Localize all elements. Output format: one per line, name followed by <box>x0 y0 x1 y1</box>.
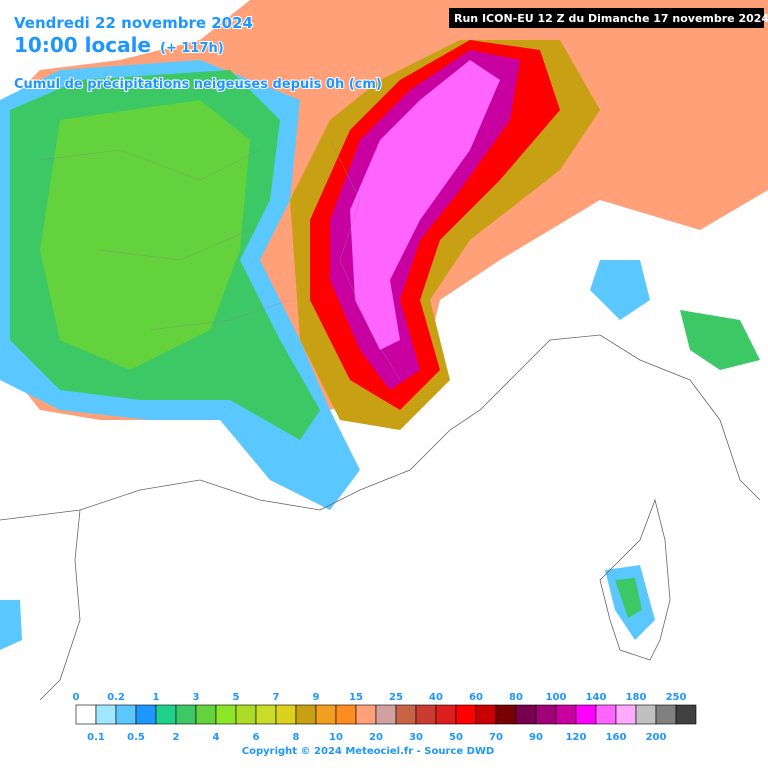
legend-swatch <box>75 704 97 725</box>
legend-label: 15 <box>349 692 363 703</box>
legend-swatch <box>535 704 557 725</box>
legend-label: 2 <box>173 732 180 743</box>
legend-swatch <box>455 704 477 725</box>
legend-label: 40 <box>429 692 443 703</box>
copyright: Copyright © 2024 Meteociel.fr - Source D… <box>242 746 494 757</box>
legend-label: 4 <box>213 732 220 743</box>
legend-label: 200 <box>646 732 667 743</box>
legend-swatch <box>515 704 537 725</box>
legend-swatch <box>215 704 237 725</box>
legend-swatch <box>115 704 137 725</box>
legend-label: 0 <box>73 692 80 703</box>
date: Vendredi 22 novembre 2024 <box>14 14 253 32</box>
legend-swatch <box>355 704 377 725</box>
legend-swatch <box>95 704 117 725</box>
legend-label: 160 <box>606 732 627 743</box>
legend-swatch <box>495 704 517 725</box>
legend-label: 20 <box>369 732 383 743</box>
legend-label: 60 <box>469 692 483 703</box>
legend: 0 0.1 0.2 0.5 1 2 3 4 5 6 7 8 9 10 15 20 25 30 40 50 60 70 80 9… <box>72 691 697 744</box>
legend-swatch <box>275 704 297 725</box>
legend-swatch <box>155 704 177 725</box>
lead-time: (+ 117h) <box>160 41 224 56</box>
subtitle: Cumul de précipitations neigeuses depuis… <box>14 77 382 92</box>
legend-label: 70 <box>489 732 503 743</box>
legend-swatch <box>655 704 677 725</box>
legend-label: 7 <box>273 692 280 703</box>
legend-label: 0.2 <box>107 692 125 703</box>
coastlines <box>0 139 761 701</box>
run-box <box>449 8 764 28</box>
legend-label: 120 <box>566 732 587 743</box>
legend-swatch <box>475 704 497 725</box>
legend-swatch <box>175 704 197 725</box>
legend-label: 0.1 <box>87 732 105 743</box>
legend-swatch <box>135 704 157 725</box>
legend-label: 6 <box>253 732 260 743</box>
time: 10:00 locale <box>14 33 151 57</box>
legend-swatch <box>375 704 397 725</box>
legend-swatch <box>575 704 597 725</box>
legend-label: 5 <box>233 692 240 703</box>
legend-swatch <box>415 704 437 725</box>
legend-swatch <box>255 704 277 725</box>
legend-label: 1 <box>153 692 160 703</box>
legend-label: 100 <box>546 692 567 703</box>
legend-label: 25 <box>389 692 403 703</box>
legend-swatch <box>395 704 417 725</box>
legend-swatch <box>675 704 697 725</box>
legend-swatch <box>555 704 577 725</box>
legend-swatch <box>195 704 217 725</box>
legend-label: 180 <box>626 692 647 703</box>
legend-label: 90 <box>529 732 543 743</box>
legend-swatch <box>615 704 637 725</box>
legend-swatch <box>235 704 257 725</box>
legend-label: 80 <box>509 692 523 703</box>
legend-label: 140 <box>586 692 607 703</box>
legend-swatch <box>435 704 457 725</box>
run-label: Run ICON-EU 12 Z du Dimanche 17 novembre… <box>454 12 768 25</box>
legend-swatch <box>595 704 617 725</box>
legend-swatch <box>635 704 657 725</box>
legend-label: 30 <box>409 732 423 743</box>
legend-swatch <box>315 704 337 725</box>
snow-field <box>0 0 768 650</box>
legend-label: 0.5 <box>127 732 145 743</box>
legend-swatch <box>335 704 357 725</box>
legend-swatch <box>295 704 317 725</box>
legend-label: 50 <box>449 732 463 743</box>
legend-label: 3 <box>193 692 200 703</box>
legend-label: 250 <box>666 692 687 703</box>
legend-label: 9 <box>313 692 320 703</box>
legend-label: 10 <box>329 732 343 743</box>
legend-label: 8 <box>293 732 300 743</box>
